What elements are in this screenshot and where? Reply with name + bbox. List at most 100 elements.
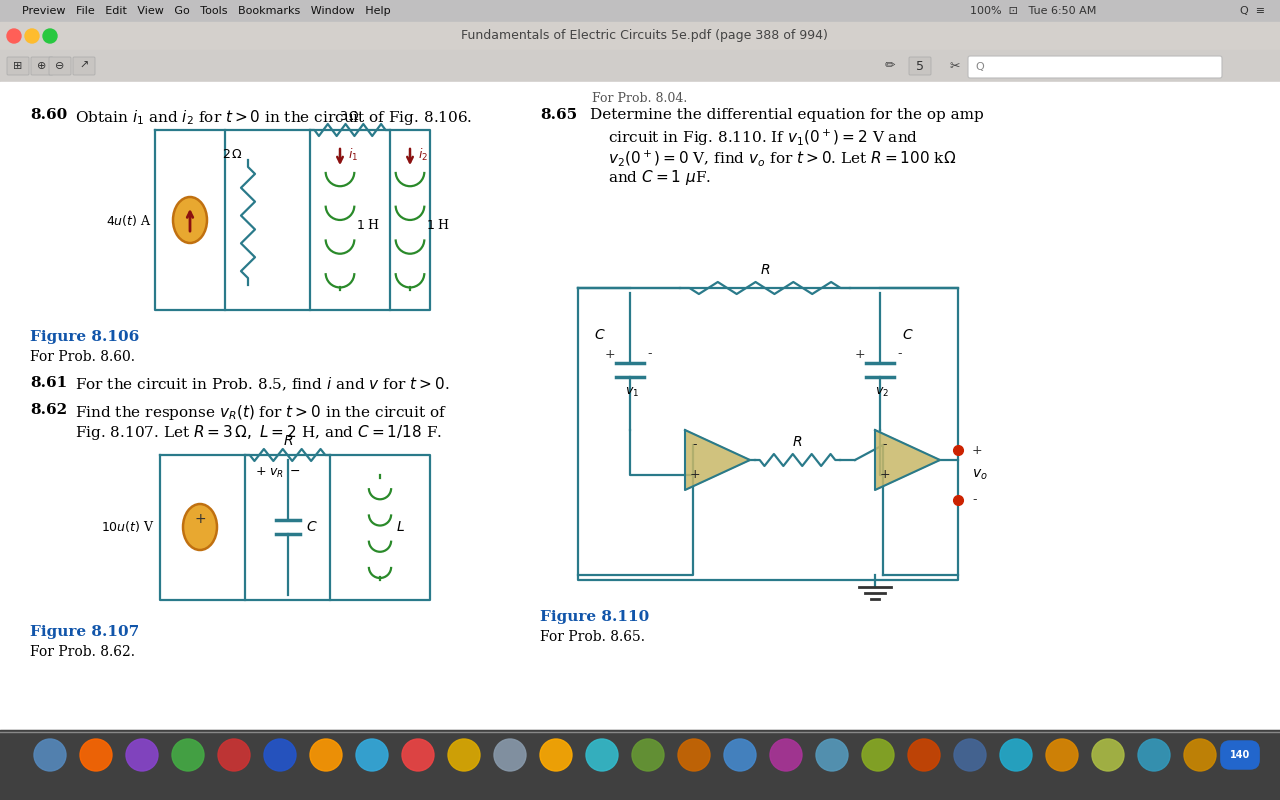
Ellipse shape [183,504,218,550]
Text: 140: 140 [1230,750,1251,760]
Circle shape [448,739,480,771]
Text: Q: Q [975,62,984,72]
Text: $v_2(0^+) = 0$ V, find $v_o$ for $t > 0$. Let $R = 100$ k$\Omega$: $v_2(0^+) = 0$ V, find $v_o$ for $t > 0$… [608,148,956,168]
Text: $10u(t)$ V: $10u(t)$ V [101,519,155,534]
Text: Q  ≡: Q ≡ [1240,6,1265,16]
Circle shape [172,739,204,771]
Text: ⊖: ⊖ [55,61,65,71]
Text: $R$: $R$ [760,263,771,277]
Circle shape [861,739,893,771]
Text: $R$: $R$ [283,434,293,448]
Text: -: - [897,347,902,361]
Ellipse shape [173,197,207,243]
Circle shape [1000,739,1032,771]
Text: $R$: $R$ [792,435,803,449]
Text: -: - [648,347,653,361]
Text: $C$: $C$ [594,328,605,342]
Circle shape [540,739,572,771]
Text: Determine the differential equation for the op amp: Determine the differential equation for … [590,108,984,122]
Circle shape [35,739,67,771]
Circle shape [678,739,710,771]
Circle shape [908,739,940,771]
Text: $1$ H: $1$ H [356,218,380,232]
Text: $3\,\Omega$: $3\,\Omega$ [339,110,361,122]
Text: 8.60: 8.60 [29,108,68,122]
Circle shape [1184,739,1216,771]
FancyBboxPatch shape [909,57,931,75]
Text: Fundamentals of Electric Circuits 5e.pdf (page 388 of 994): Fundamentals of Electric Circuits 5e.pdf… [453,30,827,42]
Circle shape [264,739,296,771]
FancyBboxPatch shape [6,57,29,75]
Text: +: + [690,469,700,482]
Text: Figure 8.107: Figure 8.107 [29,625,140,639]
Circle shape [218,739,250,771]
Text: $2\,\Omega$: $2\,\Omega$ [221,149,243,162]
Circle shape [44,29,58,43]
Text: ✏: ✏ [884,59,895,73]
Text: -: - [692,438,698,451]
Text: $4u(t)$ A: $4u(t)$ A [106,213,152,227]
Text: -: - [972,494,977,506]
Circle shape [6,29,20,43]
Circle shape [817,739,849,771]
FancyBboxPatch shape [968,56,1222,78]
Text: For Prob. 8.65.: For Prob. 8.65. [540,630,645,644]
Circle shape [310,739,342,771]
Text: Figure 8.110: Figure 8.110 [540,610,649,624]
Text: +: + [195,512,206,526]
Text: $v_o$: $v_o$ [972,468,988,482]
Text: For Prob. 8.62.: For Prob. 8.62. [29,645,134,659]
Text: 5: 5 [916,59,924,73]
Circle shape [724,739,756,771]
Text: 8.62: 8.62 [29,403,67,417]
Circle shape [494,739,526,771]
Text: $i_1$: $i_1$ [348,147,358,163]
Polygon shape [876,430,940,490]
Text: $+\ v_R\ -$: $+\ v_R\ -$ [255,466,301,480]
Text: For Prob. 8.60.: For Prob. 8.60. [29,350,134,364]
Circle shape [954,739,986,771]
Text: Obtain $i_1$ and $i_2$ for $t > 0$ in the circuit of Fig. 8.106.: Obtain $i_1$ and $i_2$ for $t > 0$ in th… [76,108,472,127]
Circle shape [1092,739,1124,771]
FancyBboxPatch shape [73,57,95,75]
Text: Figure 8.106: Figure 8.106 [29,330,140,344]
Text: +: + [879,469,891,482]
Text: For Prob. 8.04.: For Prob. 8.04. [593,92,687,105]
Text: circuit in Fig. 8.110. If $v_1(0^+) = 2$ V and: circuit in Fig. 8.110. If $v_1(0^+) = 2$… [608,128,918,148]
Text: $1$ H: $1$ H [426,218,451,232]
Text: +: + [855,347,865,361]
Text: ⊞: ⊞ [13,61,23,71]
Text: $C$: $C$ [306,520,317,534]
Text: For the circuit in Prob. 8.5, find $i$ and $v$ for $t > 0$.: For the circuit in Prob. 8.5, find $i$ a… [76,376,449,394]
Text: +: + [604,347,616,361]
Text: +: + [972,443,983,457]
Polygon shape [685,430,750,490]
Text: and $C = 1\ \mu$F.: and $C = 1\ \mu$F. [608,168,712,187]
Text: ↗: ↗ [79,61,88,71]
FancyBboxPatch shape [49,57,70,75]
Circle shape [402,739,434,771]
Text: Find the response $v_R(t)$ for $t > 0$ in the circuit of: Find the response $v_R(t)$ for $t > 0$ i… [76,403,447,422]
Text: 8.65: 8.65 [540,108,577,122]
Circle shape [1138,739,1170,771]
Text: -: - [883,438,887,451]
Text: $i_2$: $i_2$ [419,147,428,163]
Circle shape [586,739,618,771]
Text: ⊕: ⊕ [37,61,46,71]
Circle shape [1046,739,1078,771]
Circle shape [125,739,157,771]
Circle shape [632,739,664,771]
Text: Preview   File   Edit   View   Go   Tools   Bookmarks   Window   Help: Preview File Edit View Go Tools Bookmark… [15,6,390,16]
Text: 100%  ⊡   Tue 6:50 AM: 100% ⊡ Tue 6:50 AM [970,6,1097,16]
Circle shape [771,739,803,771]
Text: $C$: $C$ [902,328,914,342]
Circle shape [26,29,38,43]
Text: Fig. 8.107. Let $R = 3\,\Omega,\ L = 2$ H, and $C = 1/18$ F.: Fig. 8.107. Let $R = 3\,\Omega,\ L = 2$ … [76,423,442,442]
FancyBboxPatch shape [31,57,52,75]
Text: $v_2$: $v_2$ [876,386,890,398]
Circle shape [79,739,113,771]
Circle shape [356,739,388,771]
Text: 8.61: 8.61 [29,376,68,390]
Text: $v_1$: $v_1$ [625,386,639,398]
Text: ✂: ✂ [950,59,960,73]
